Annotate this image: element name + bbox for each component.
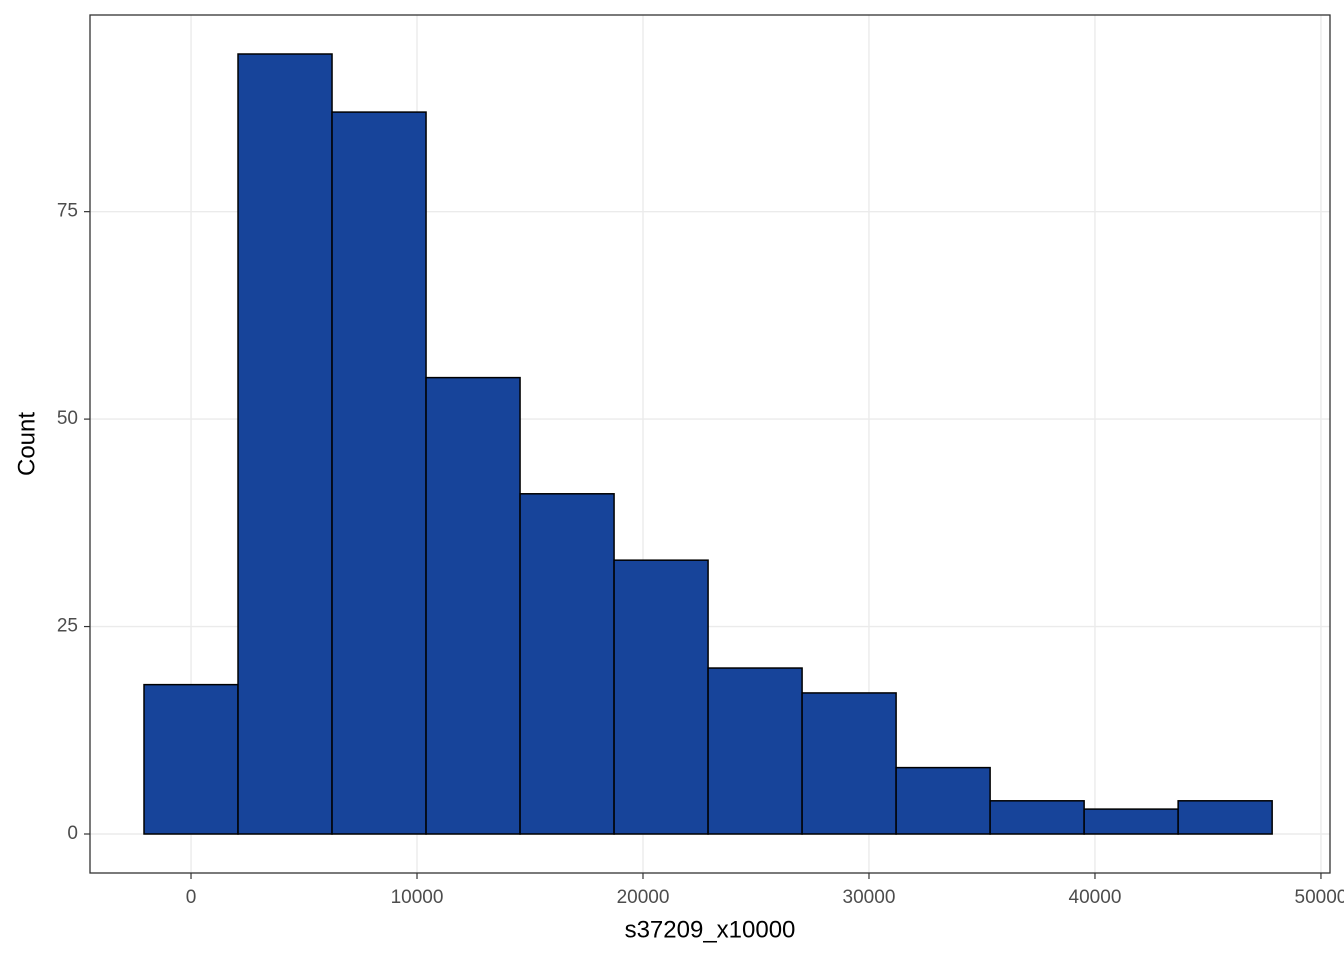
y-tick-label: 25 <box>57 616 78 637</box>
bar <box>143 683 239 835</box>
bar <box>425 376 521 835</box>
x-tick-label: 30000 <box>843 887 896 908</box>
bar <box>519 493 615 835</box>
x-tick-label: 10000 <box>391 887 444 908</box>
bar <box>237 53 333 835</box>
x-tick-label: 0 <box>186 887 197 908</box>
bar <box>895 766 991 835</box>
x-axis-title: s37209_x10000 <box>625 916 796 943</box>
bar <box>707 667 803 835</box>
bar <box>1083 808 1179 835</box>
x-tick-label: 50000 <box>1295 887 1344 908</box>
y-tick-label: 50 <box>57 408 78 429</box>
y-tick-label: 75 <box>57 201 78 222</box>
panel-border <box>89 14 1331 874</box>
bar <box>801 692 897 835</box>
bar <box>1177 800 1273 835</box>
y-tick-label: 0 <box>67 823 78 844</box>
y-axis-title: Count <box>13 412 40 476</box>
bar <box>989 800 1085 835</box>
bar <box>331 111 427 835</box>
x-tick-label: 20000 <box>617 887 670 908</box>
bar <box>613 559 709 835</box>
x-tick-label: 40000 <box>1069 887 1122 908</box>
